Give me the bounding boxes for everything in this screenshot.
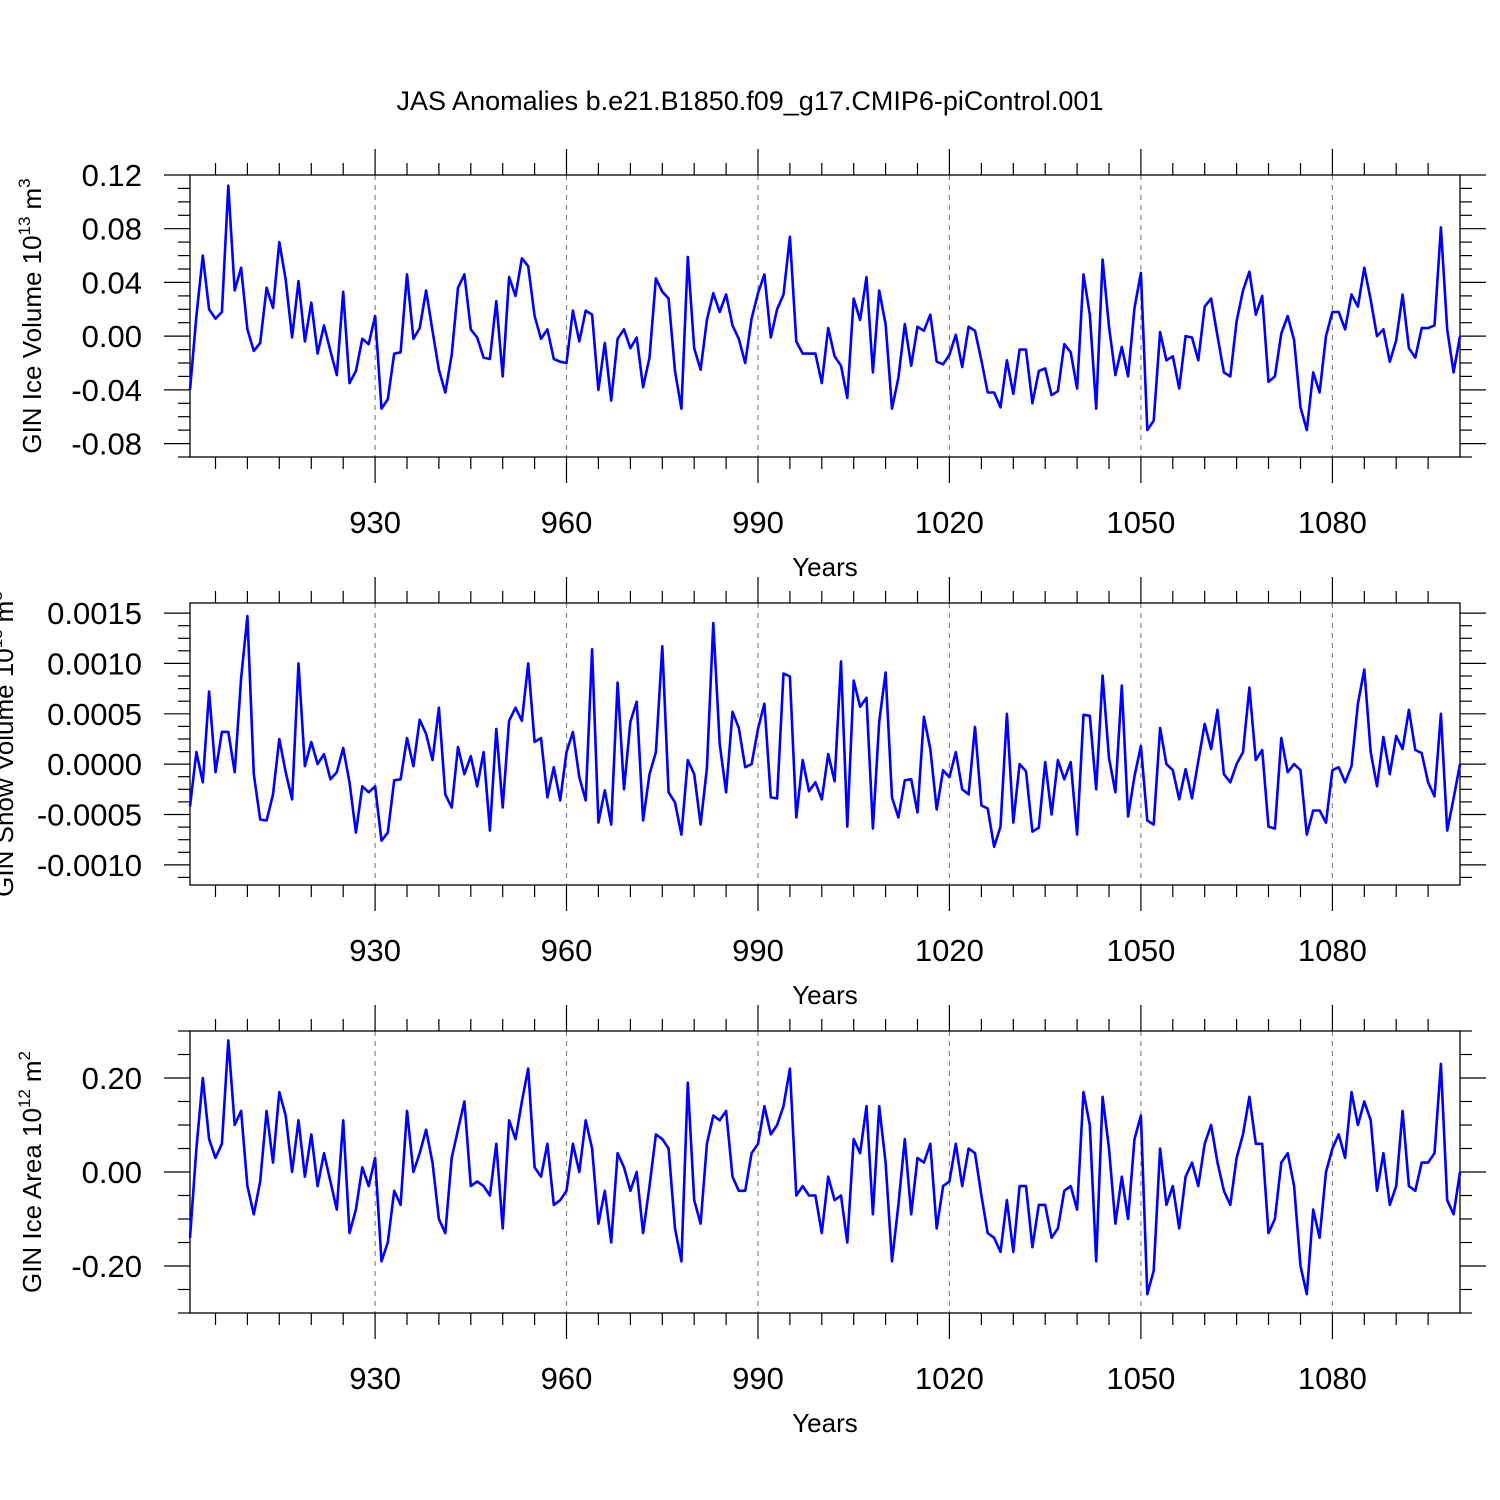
y-tick-label: 0.12 — [82, 158, 142, 193]
y-axis-label-unit-exponent: 2 — [15, 1051, 34, 1060]
x-tick-label: 960 — [541, 933, 593, 968]
y-axis-label-unit-exponent: 3 — [0, 591, 6, 600]
plot-frame — [189, 174, 1461, 458]
plot-frame — [189, 1030, 1461, 1314]
y-tick-label: 0.0005 — [47, 697, 142, 732]
y-tick-label: 0.04 — [82, 265, 142, 300]
x-axis-label: Years — [792, 552, 858, 582]
series-line — [188, 1039, 1462, 1296]
figure-title: JAS Anomalies b.e21.B1850.f09_g17.CMIP6-… — [397, 86, 1104, 116]
x-tick-label: 930 — [349, 1361, 401, 1396]
x-tick-label: 1020 — [915, 933, 984, 968]
x-tick-label: 1080 — [1298, 933, 1367, 968]
series-line — [188, 184, 1462, 432]
y-axis-label-unit: m — [17, 1060, 47, 1082]
x-axis-label: Years — [792, 980, 858, 1010]
x-tick-label: 990 — [732, 505, 784, 540]
y-tick-label: -0.20 — [71, 1249, 142, 1284]
y-tick-label: 0.0000 — [47, 747, 142, 782]
y-axis-label-text: GIN Snow Volume 10 — [0, 648, 19, 897]
y-tick-label: 0.08 — [82, 212, 142, 247]
y-axis-label: GIN Ice Volume 1013 m3 — [15, 178, 47, 453]
y-axis-label-text: GIN Ice Area 10 — [17, 1108, 47, 1293]
y-tick-label: 0.0015 — [47, 596, 142, 631]
y-tick-label: -0.04 — [71, 373, 142, 408]
plot-frame — [189, 602, 1461, 886]
series-line — [188, 614, 1462, 849]
y-tick-label: 0.0010 — [47, 646, 142, 681]
y-tick-label: 0.00 — [82, 1155, 142, 1190]
y-tick-label: 0.00 — [82, 319, 142, 354]
panel-ice-volume: 930 960 990 1020 1050 1080 0.12 0.08 0.04 0.00 -0.… — [15, 149, 1486, 582]
x-tick-label: 1020 — [915, 1361, 984, 1396]
y-axis-label: GIN Ice Area 1012 m2 — [15, 1051, 47, 1293]
y-axis-label-exponent: 13 — [15, 216, 34, 235]
x-tick-label: 1080 — [1298, 1361, 1367, 1396]
y-axis-label-unit: m — [0, 601, 19, 623]
y-tick-label: 0.20 — [82, 1061, 142, 1096]
y-tick-label: -0.08 — [71, 427, 142, 462]
x-tick-label: 1050 — [1106, 1361, 1175, 1396]
x-tick-label: 960 — [541, 1361, 593, 1396]
x-tick-label: 1050 — [1106, 933, 1175, 968]
y-axis-label-exponent: 12 — [15, 1089, 34, 1108]
y-axis-label-exponent: 13 — [0, 629, 6, 648]
x-axis-label: Years — [792, 1408, 858, 1438]
x-tick-label: 1050 — [1106, 505, 1175, 540]
x-tick-label: 930 — [349, 933, 401, 968]
x-tick-label: 1020 — [915, 505, 984, 540]
y-axis-label-unit-exponent: 3 — [15, 178, 34, 187]
x-tick-label: 930 — [349, 505, 401, 540]
x-tick-label: 990 — [732, 933, 784, 968]
y-axis-label-unit: m — [17, 188, 47, 210]
panel-ice-area: 930 960 990 1020 1050 1080 0.20 0.00 -0.20 Years… — [15, 1005, 1486, 1438]
y-axis-label-text: GIN Ice Volume 10 — [17, 235, 47, 453]
y-tick-label: -0.0010 — [37, 848, 142, 883]
x-tick-label: 1080 — [1298, 505, 1367, 540]
y-tick-label: -0.0005 — [37, 798, 142, 833]
x-tick-label: 960 — [541, 505, 593, 540]
panel-snow-volume: 930 960 990 1020 1050 1080 0.0015 0.0010 0.0005 0… — [0, 577, 1486, 1010]
x-tick-label: 990 — [732, 1361, 784, 1396]
y-axis-label: GIN Snow Volume 1013 m3 — [0, 591, 19, 897]
